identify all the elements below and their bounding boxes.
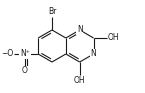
Text: OH: OH — [107, 33, 119, 43]
Text: −O: −O — [1, 49, 13, 58]
Text: N⁺: N⁺ — [20, 49, 30, 58]
Text: N: N — [91, 49, 96, 58]
Text: Br: Br — [48, 7, 56, 16]
Text: N: N — [77, 25, 83, 35]
Text: OH: OH — [74, 76, 86, 85]
Text: O: O — [22, 66, 28, 75]
